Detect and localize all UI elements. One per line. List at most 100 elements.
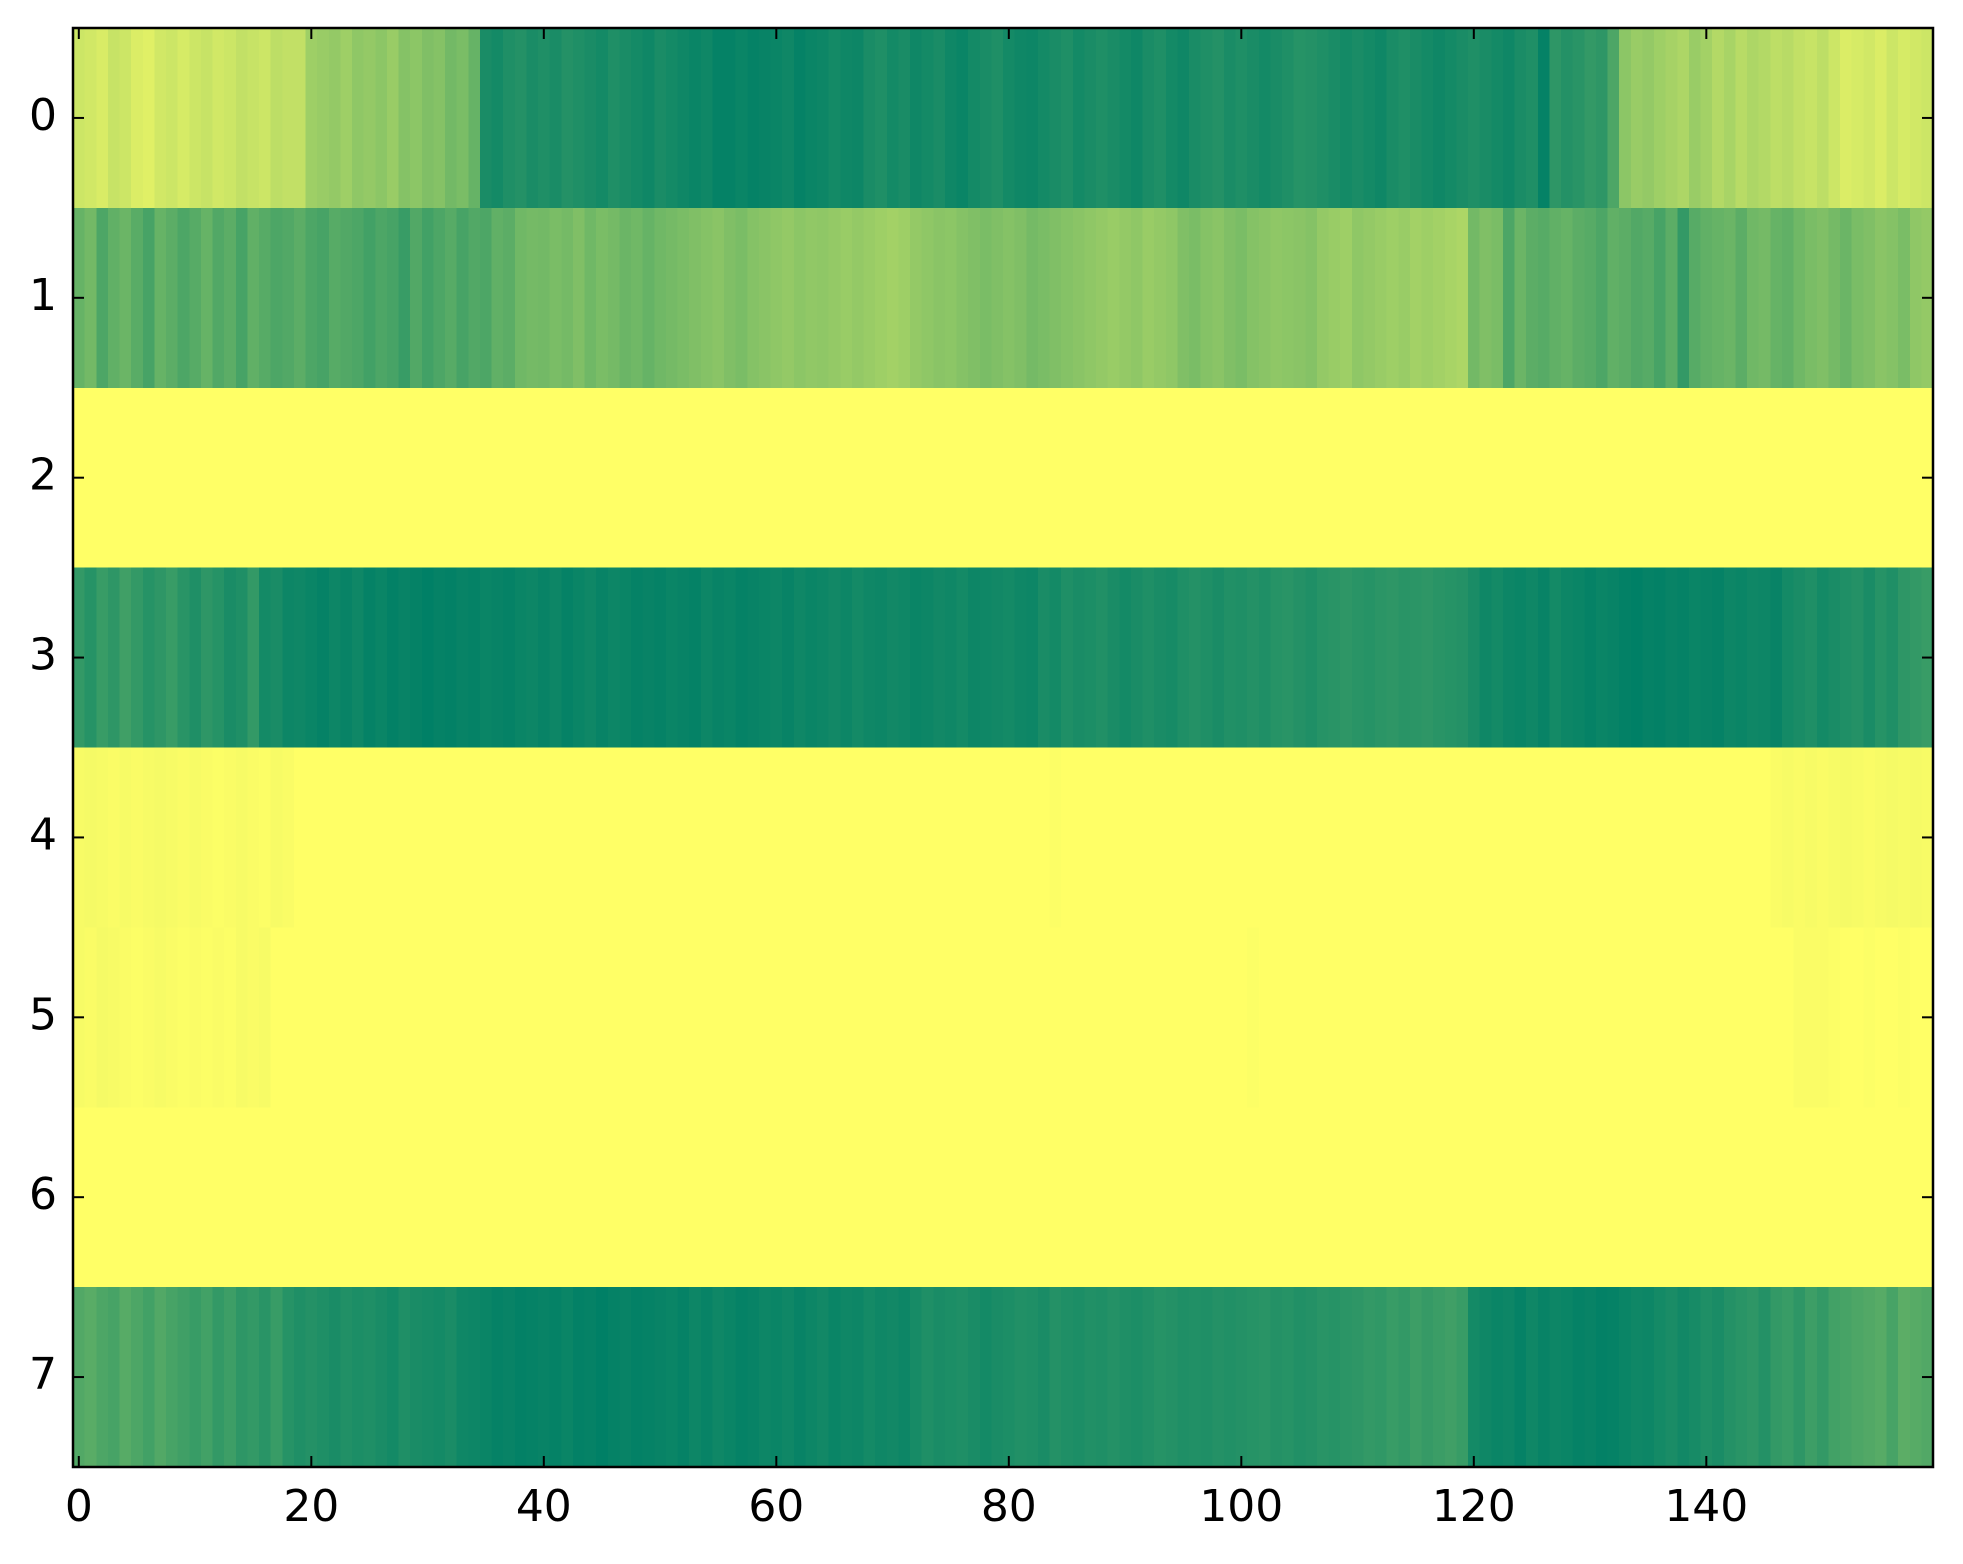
heatmap-cell bbox=[1305, 1287, 1318, 1468]
heatmap-cell bbox=[863, 28, 876, 209]
heatmap-cell bbox=[1630, 1287, 1643, 1468]
heatmap-cell bbox=[363, 28, 376, 209]
heatmap-cell bbox=[1351, 28, 1364, 209]
heatmap-cell bbox=[363, 387, 376, 569]
heatmap-cell bbox=[631, 207, 644, 389]
heatmap-cell bbox=[1619, 207, 1632, 389]
heatmap-cell bbox=[305, 28, 318, 209]
heatmap-cell bbox=[410, 28, 423, 209]
heatmap-cell bbox=[468, 747, 481, 928]
heatmap-cell bbox=[224, 567, 237, 749]
heatmap-cell bbox=[1688, 1287, 1702, 1468]
heatmap-cell bbox=[1247, 747, 1260, 928]
heatmap-cell bbox=[1037, 1287, 1051, 1468]
heatmap-cell bbox=[142, 1287, 155, 1468]
heatmap-cell bbox=[468, 207, 481, 389]
heatmap-cell bbox=[1096, 387, 1109, 569]
heatmap-cell bbox=[1863, 387, 1876, 569]
heatmap-cell bbox=[433, 207, 446, 389]
heatmap-cell bbox=[607, 567, 620, 749]
heatmap-cell bbox=[619, 927, 632, 1108]
heatmap-cell bbox=[1816, 927, 1829, 1108]
heatmap-cell bbox=[119, 747, 132, 928]
heatmap-cell bbox=[491, 207, 504, 389]
heatmap-cell bbox=[875, 567, 888, 749]
heatmap-cell bbox=[1096, 747, 1109, 928]
heatmap-cell bbox=[1072, 1287, 1085, 1468]
heatmap-cell bbox=[1700, 927, 1713, 1108]
heatmap-cell bbox=[1072, 1107, 1085, 1288]
heatmap-cell bbox=[398, 207, 411, 389]
heatmap-cell bbox=[177, 28, 190, 209]
heatmap-cell bbox=[1677, 567, 1690, 749]
heatmap-cell bbox=[619, 747, 632, 928]
heatmap-cell bbox=[1816, 747, 1829, 928]
heatmap-cell bbox=[1363, 1287, 1376, 1468]
heatmap-cell bbox=[851, 387, 865, 569]
heatmap-cell bbox=[607, 207, 620, 389]
heatmap-cell bbox=[1468, 28, 1481, 209]
heatmap-cell bbox=[886, 927, 899, 1108]
heatmap-cell bbox=[293, 28, 307, 209]
heatmap-cell bbox=[1561, 747, 1574, 928]
heatmap-cell bbox=[735, 1107, 748, 1288]
heatmap-cell bbox=[445, 28, 458, 209]
heatmap-cell bbox=[131, 387, 144, 569]
heatmap-cell bbox=[514, 28, 527, 209]
heatmap-cell bbox=[456, 1287, 469, 1468]
heatmap-cell bbox=[1840, 28, 1853, 209]
heatmap-cell bbox=[1781, 567, 1795, 749]
heatmap-cell bbox=[1456, 567, 1469, 749]
heatmap-cell bbox=[1898, 1107, 1911, 1288]
heatmap-cell bbox=[1479, 927, 1492, 1108]
heatmap-cell bbox=[1154, 567, 1167, 749]
heatmap-cell bbox=[1363, 567, 1376, 749]
heatmap-cell bbox=[724, 1107, 737, 1288]
heatmap-cell bbox=[1363, 387, 1376, 569]
heatmap-cell bbox=[352, 927, 365, 1108]
heatmap-cell bbox=[410, 567, 423, 749]
heatmap-cell bbox=[700, 387, 713, 569]
heatmap-cell bbox=[782, 207, 795, 389]
heatmap-cell bbox=[1061, 387, 1074, 569]
heatmap-cell bbox=[1421, 207, 1434, 389]
heatmap-cell bbox=[898, 1287, 911, 1468]
heatmap-cell bbox=[375, 207, 388, 389]
heatmap-cell bbox=[724, 747, 737, 928]
heatmap-cell bbox=[247, 28, 260, 209]
heatmap-cell bbox=[1282, 207, 1295, 389]
heatmap-cell bbox=[1270, 567, 1283, 749]
heatmap-cell bbox=[247, 567, 260, 749]
heatmap-cell bbox=[828, 28, 841, 209]
heatmap-cell bbox=[200, 1107, 214, 1288]
heatmap-cell bbox=[363, 747, 376, 928]
heatmap-cell bbox=[863, 207, 876, 389]
heatmap-cell bbox=[1014, 387, 1027, 569]
heatmap-cell bbox=[200, 28, 214, 209]
heatmap-cell bbox=[770, 28, 783, 209]
heatmap-cell bbox=[851, 747, 865, 928]
heatmap-cell bbox=[1375, 927, 1388, 1108]
heatmap-cell bbox=[491, 1107, 504, 1288]
heatmap-cell bbox=[468, 1287, 481, 1468]
heatmap-cell bbox=[1142, 747, 1155, 928]
heatmap-cell bbox=[1084, 207, 1097, 389]
heatmap-cell bbox=[1828, 387, 1841, 569]
heatmap-cell bbox=[1409, 567, 1423, 749]
heatmap-cell bbox=[1444, 1287, 1457, 1468]
heatmap-cell bbox=[1549, 1287, 1562, 1468]
heatmap-cell bbox=[1828, 927, 1841, 1108]
heatmap-cell bbox=[979, 207, 992, 389]
heatmap-cell bbox=[1154, 207, 1167, 389]
heatmap-cell bbox=[1828, 567, 1841, 749]
heatmap-cell bbox=[526, 1107, 539, 1288]
heatmap-cell bbox=[805, 747, 818, 928]
heatmap-cell bbox=[665, 1287, 679, 1468]
heatmap-cell bbox=[828, 747, 841, 928]
heatmap-cell bbox=[1502, 927, 1516, 1108]
heatmap-cell bbox=[1014, 1287, 1027, 1468]
heatmap-cell bbox=[119, 28, 132, 209]
heatmap-cell bbox=[433, 1107, 446, 1288]
heatmap-cell bbox=[1293, 28, 1306, 209]
